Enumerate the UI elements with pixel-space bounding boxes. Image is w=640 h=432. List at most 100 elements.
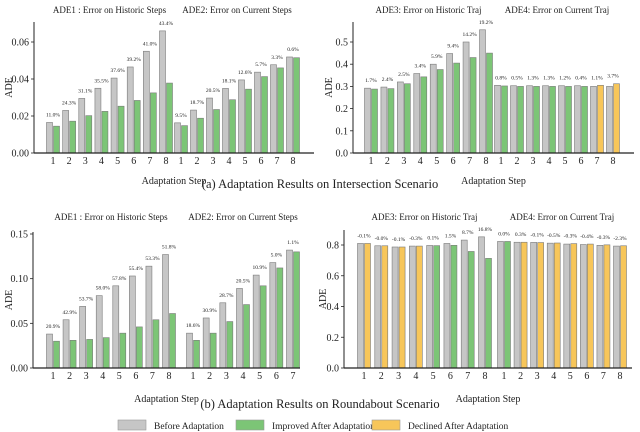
bar-after-improved [85,115,93,154]
data-label: 3.7% [607,74,619,80]
x-tick-label: 8 [483,371,488,382]
bar-after-improved [371,88,378,154]
bar-before [596,245,604,369]
bar-after-improved [166,82,173,154]
y-tick-label: 0.0 [336,149,349,160]
bar-before [513,241,521,369]
bar-after-improved [86,339,93,369]
subplot-title: ADE3: Error on Historic Traj [372,212,478,222]
data-label: 30.9% [203,308,218,314]
x-tick-label: 1 [369,156,374,167]
bar-after-improved [453,62,460,154]
bar-before [380,86,388,154]
data-label: 8.7% [462,230,474,236]
data-label: 1.5% [445,233,457,239]
bar-after-improved [420,76,428,154]
bar-after-declined [613,83,620,154]
x-tick-label: 7 [275,156,280,167]
x-tick-label: 7 [291,371,296,382]
data-label: 2.4% [382,77,394,83]
bar-after-improved [504,241,511,369]
data-label: 57.8% [112,276,127,282]
bar-after-improved [467,251,475,369]
data-label: -0.5% [547,233,561,239]
x-tick-label: 6 [259,156,264,167]
bar-after-improved [69,120,76,154]
x-tick-label: 6 [131,156,136,167]
y-axis-label: ADE [318,289,329,310]
bar-before [110,77,118,154]
bar-after-improved [486,52,493,154]
bar-before [460,239,468,369]
bar-before [238,79,245,154]
y-tick-label: 0.4 [327,302,340,313]
data-label: 1.2% [559,76,571,82]
bar-before [494,84,501,154]
bar-before [79,306,86,369]
bar-after-declined [597,84,604,154]
data-label: 0.6% [287,47,299,53]
bar-before [269,262,277,369]
bar-before [95,295,103,369]
bar-before [510,85,517,154]
bar-after-improved [501,85,508,154]
data-label: 20.9% [46,324,61,330]
x-tick-label: 8 [611,156,616,167]
x-tick-label: 4 [418,156,423,167]
bar-after-improved [245,88,252,154]
bar-before [478,236,485,369]
bar-before [374,245,382,369]
bar-after-improved [226,321,234,369]
chart-panel: 0.0 0.2 0.4 0.6 0.8 ADE Adaptation Step ADE3: E… [318,212,632,405]
legend: Before Adaptation Improved After Adaptati… [117,419,508,432]
data-label: 3.3% [271,55,283,61]
bar-after-declined [416,245,423,369]
bar-before [530,242,537,369]
data-label: -0.0% [375,236,389,242]
bar-before [270,64,277,154]
data-label: -0.3% [597,235,611,241]
x-tick-label: 5 [568,371,573,382]
bar-before [46,122,53,154]
x-tick-label: 4 [100,371,105,382]
data-label: 1.3% [527,76,539,82]
x-tick-label: 7 [467,156,472,167]
y-tick-label: 0.8 [327,241,340,252]
x-tick-label: 7 [465,371,470,382]
y-tick-label: 0.2 [336,104,349,115]
x-tick-label: 1 [362,371,367,382]
bar-after-improved [243,304,250,369]
bar-after-improved [404,83,411,154]
legend-swatch-improved [235,419,265,431]
bar-before [202,317,210,369]
legend-label: Before Adaptation [154,421,224,432]
bar-before [580,244,587,369]
y-tick-label: 0.00 [11,364,29,375]
bar-after-declined [381,245,389,369]
y-axis-label: ADE [4,290,15,311]
data-label: 1.3% [543,76,555,82]
data-label: 18.7% [190,100,205,106]
bar-before [446,53,453,154]
data-label: 35.5% [94,78,109,84]
bar-after-improved [433,245,440,369]
bar-before [254,71,261,154]
data-label: 41.0% [143,41,158,47]
bar-after-improved [53,125,60,154]
bar-before [159,30,166,154]
data-label: 24.3% [62,100,77,106]
data-label: 1.1% [287,240,299,246]
bar-before [391,246,399,369]
x-tick-label: 4 [99,156,104,167]
bar-before [190,109,197,154]
data-label: 10.9% [253,265,268,271]
x-tick-label: 7 [595,156,600,167]
bar-before [462,41,470,154]
bar-after-declined [553,242,561,369]
x-tick-label: 2 [67,156,72,167]
data-label: 16.8% [478,227,493,233]
x-tick-label: 4 [413,371,418,382]
x-tick-label: 3 [401,156,406,167]
x-tick-label: 3 [531,156,536,167]
data-label: 0.3% [515,232,527,238]
